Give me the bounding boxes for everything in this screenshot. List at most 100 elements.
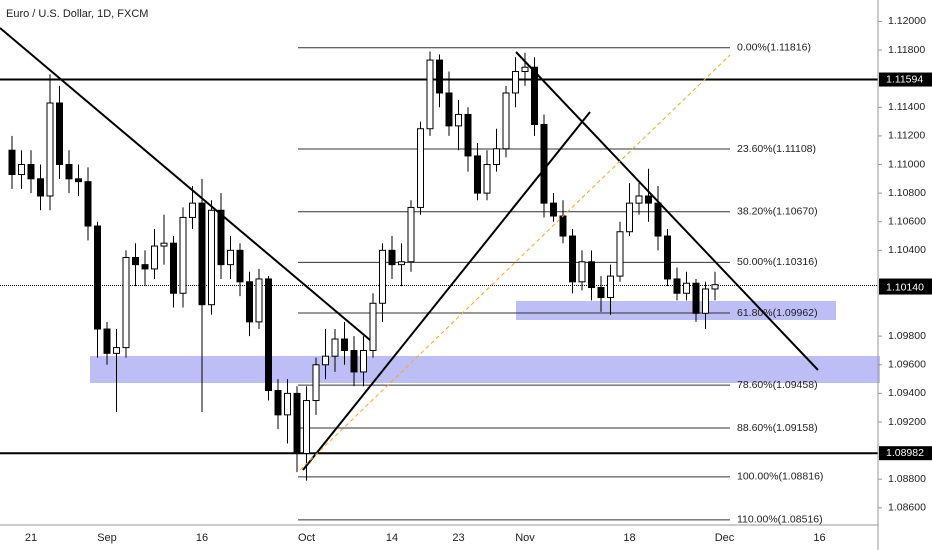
candle-body xyxy=(578,261,586,283)
y-tick-label: 1.11200 xyxy=(888,130,925,142)
candle-body xyxy=(170,242,177,294)
x-tick-label: 18 xyxy=(623,532,635,544)
price-label-box xyxy=(879,446,932,461)
candle-body xyxy=(322,355,329,366)
candle-body xyxy=(588,261,595,289)
x-tick-label: Dec xyxy=(715,532,735,544)
y-tick-label: 1.10800 xyxy=(888,187,926,199)
x-tick-label: Nov xyxy=(515,532,535,544)
candle-body xyxy=(27,164,35,180)
x-tick-label: 21 xyxy=(25,532,37,544)
candle-body xyxy=(18,164,25,176)
candles xyxy=(8,51,719,481)
candle-body xyxy=(369,302,377,351)
candle-body xyxy=(341,338,348,351)
candle-body xyxy=(502,92,510,150)
candle-body xyxy=(417,128,424,208)
fib-label: 110.00%(1.08516) xyxy=(737,514,823,526)
fib-label: 88.60%(1.09158) xyxy=(737,422,818,434)
x-tick-label: Sep xyxy=(97,532,117,544)
candle-body xyxy=(103,328,111,354)
y-tick-label: 1.09600 xyxy=(888,359,926,371)
chart-title: Euro / U.S. Dollar, 1D, FXCM xyxy=(6,8,148,20)
x-tick-label: 14 xyxy=(386,532,398,544)
candle-body xyxy=(160,242,168,247)
candle-body xyxy=(493,148,500,166)
candle-body xyxy=(312,364,320,402)
fib-label: 78.60%(1.09458) xyxy=(737,379,818,391)
candle-body xyxy=(521,66,529,73)
candle-body xyxy=(293,392,301,454)
candle-body xyxy=(407,206,415,263)
candle-body xyxy=(284,392,291,416)
candle-body xyxy=(56,102,63,166)
candle-body xyxy=(84,181,92,227)
candle-body xyxy=(198,202,206,306)
candle-body xyxy=(683,282,690,294)
x-tick-label: Oct xyxy=(298,532,315,544)
trend-line xyxy=(302,111,591,471)
candle-body xyxy=(217,209,225,266)
candle-body xyxy=(189,202,196,218)
price-label-box xyxy=(879,280,932,295)
candle-body xyxy=(512,71,519,94)
candle-body xyxy=(607,275,614,299)
candle-body xyxy=(436,59,443,94)
under-layer: 0.00%(1.11816) 23.60%(1.11108) 38.20%(1.10… xyxy=(0,42,878,526)
zone xyxy=(90,356,880,383)
candle-body xyxy=(426,59,434,130)
fib-trend xyxy=(299,54,731,471)
fib-label: 50.00%(1.10316) xyxy=(737,256,818,268)
candle-body xyxy=(8,149,16,176)
candle-body xyxy=(569,235,576,283)
candle-body xyxy=(635,195,643,204)
price-label: 1.08982 xyxy=(886,447,924,459)
y-tick-label: 1.09800 xyxy=(888,330,926,342)
candle-body xyxy=(113,347,120,354)
candle-body xyxy=(388,249,396,266)
candle-body xyxy=(531,66,538,125)
trend-line xyxy=(515,51,819,371)
candle-body xyxy=(379,249,386,304)
y-tick-label: 1.11800 xyxy=(888,44,925,56)
candle-body xyxy=(550,202,557,217)
candle-body xyxy=(350,349,358,373)
y-tick-label: 1.12000 xyxy=(888,15,926,27)
candle-body xyxy=(616,231,624,277)
price-label: 1.11594 xyxy=(886,73,923,85)
candle-body xyxy=(483,164,491,194)
candle-body xyxy=(331,338,339,357)
candle-body xyxy=(673,278,681,294)
candle-body xyxy=(464,113,472,157)
candle-body xyxy=(711,284,719,290)
candle-body xyxy=(65,164,73,180)
y-tick-label: 1.11400 xyxy=(888,101,925,113)
fib-label: 0.00%(1.11816) xyxy=(737,42,811,54)
candle-body xyxy=(455,113,462,127)
candle-body xyxy=(702,288,709,314)
candle-body xyxy=(75,178,82,183)
candle-body xyxy=(654,202,662,237)
price-label-box xyxy=(879,72,932,87)
price-label: 1.10140 xyxy=(886,281,924,293)
candle-body xyxy=(597,287,605,299)
fib-label: 23.60%(1.11108) xyxy=(737,143,816,155)
candle-body xyxy=(227,249,234,266)
y-tick-label: 1.08600 xyxy=(888,502,926,514)
candle-body xyxy=(398,261,405,266)
candle-body xyxy=(265,278,272,392)
trend-line xyxy=(0,27,371,341)
x-tick-label: 16 xyxy=(813,532,825,544)
candle-body xyxy=(141,264,149,270)
over-layer: 1.12000 1.11800 1.11400 1.11200 1.11000 1.108… xyxy=(25,15,932,544)
y-tick-label: 1.10600 xyxy=(888,216,926,228)
x-tick-label: 23 xyxy=(452,532,464,544)
candle-body xyxy=(692,282,700,314)
candle-body xyxy=(255,278,263,323)
candle-body xyxy=(274,390,282,416)
candle-body xyxy=(559,215,567,237)
y-tick-label: 1.08800 xyxy=(888,473,926,485)
candle-body xyxy=(474,155,481,194)
y-tick-label: 1.11000 xyxy=(888,158,925,170)
